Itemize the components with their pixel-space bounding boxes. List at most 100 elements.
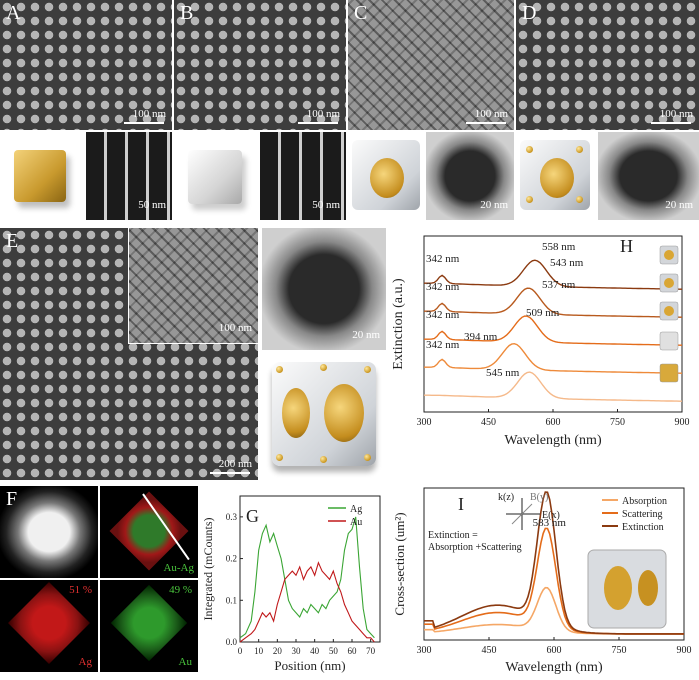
spectrum-line [424, 342, 682, 374]
sem-image-a: A 100 nm [0, 0, 172, 130]
peak-annotation: 342 nm [426, 281, 460, 293]
chart-h: 300 450 600 750 900 Wavelength (nm) Extinction… [391, 235, 690, 448]
series-line-extinction [424, 491, 684, 635]
model-silver-cube [174, 132, 260, 220]
frame-hole-c [370, 158, 404, 198]
gold-dot [576, 196, 583, 203]
frame-cube-inset-hole [604, 566, 632, 610]
tem-scale-label-b: 50 nm [312, 199, 340, 211]
tem-scale-label-e: 20 nm [352, 329, 380, 341]
sem-image-b: B 100 nm [174, 0, 346, 130]
tem-scale-label-a: 50 nm [138, 199, 166, 211]
legend-label: Extinction [622, 522, 664, 533]
legend-cube-hole [664, 306, 674, 316]
axis-b [511, 503, 533, 525]
ag-map-label: Ag [78, 656, 92, 668]
scale-label-e: 200 nm [218, 458, 252, 470]
x-tick-label: 10 [254, 646, 264, 656]
gold-cube-shape [14, 150, 66, 202]
series-line-ag [239, 516, 375, 639]
scale-bar-d [651, 122, 691, 124]
panel-letter-a: A [6, 2, 21, 24]
equation-line-2: Absorption +Scattering [428, 542, 522, 553]
tem-image-b: 50 nm [260, 132, 346, 220]
silver-cube-shape [188, 150, 242, 204]
y-tick-label: 0.3 [226, 512, 238, 522]
panel-letter-d: D [522, 2, 537, 24]
scale-label-c: 100 nm [474, 108, 508, 120]
gold-dot [526, 196, 533, 203]
plot-frame [239, 495, 381, 643]
x-tick-label: 20 [273, 646, 283, 656]
legend-label: Ag [350, 504, 362, 515]
gold-dot [276, 366, 283, 373]
model-gold-cube [0, 132, 86, 220]
tem-image-c: 20 nm [426, 132, 514, 220]
sem-image-c: C 100 nm [348, 0, 514, 130]
inset-scale-label-e: 100 nm [218, 322, 252, 334]
equation-line-1: Extinction = [428, 530, 478, 541]
peak-label: 583 nm [533, 517, 567, 529]
peak-annotation: 342 nm [426, 339, 460, 351]
eds-au-map: 49 % Au [100, 580, 198, 672]
scale-bar-e [210, 472, 250, 474]
x-tick-label: 900 [675, 417, 690, 428]
peak-annotation: 545 nm [486, 367, 520, 379]
legend-cube-hole [664, 278, 674, 288]
x-tick-label: 600 [546, 417, 561, 428]
x-tick-label: 450 [482, 645, 497, 656]
x-tick-label: 40 [310, 646, 320, 656]
legend-cube-icon [659, 363, 679, 383]
spectrum-line [424, 287, 682, 318]
au-ag-label: Au-Ag [163, 562, 194, 574]
sem-inset-e: 100 nm [128, 228, 258, 344]
scale-label-a: 100 nm [132, 108, 166, 120]
tem-scale-label-c: 20 nm [480, 199, 508, 211]
frame-cube-inset-hole-side [638, 570, 658, 606]
e-axis-label: E(x) [542, 510, 560, 521]
peak-annotation: 394 nm [464, 331, 498, 343]
panel-letter-b: B [180, 2, 194, 24]
x-tick-label: 30 [292, 646, 302, 656]
gold-dot [320, 456, 327, 463]
k-axis-label: k(z) [498, 492, 514, 503]
legend-cube-icon [659, 331, 679, 351]
x-tick-label: 450 [481, 417, 496, 428]
eds-overlay-map: Au-Ag [100, 486, 198, 578]
gold-dot [526, 146, 533, 153]
frame-cube-shape-d [520, 140, 590, 210]
legend-label: Au [350, 517, 362, 528]
gold-dot [364, 454, 371, 461]
scale-label-d: 100 nm [659, 108, 693, 120]
x-tick-label: 70 [366, 646, 376, 656]
frame-cube-shape-e [272, 362, 376, 466]
frame-cube-shape-c [352, 140, 420, 210]
scale-bar-c [466, 122, 506, 124]
y-axis-label: Extinction (a.u.) [391, 278, 406, 370]
x-tick-label: 60 [348, 646, 358, 656]
sem-image-e: E 100 nm 200 nm [0, 228, 258, 480]
panel-letter-e: E [6, 230, 19, 252]
x-tick-label: 300 [417, 645, 432, 656]
x-axis-label: Wavelength (nm) [505, 660, 603, 675]
spectrum-line [424, 371, 682, 402]
peak-annotation: 543 nm [550, 257, 584, 269]
sem-image-d: D 100 nm [516, 0, 699, 130]
b-axis-label: B(y) [530, 492, 548, 503]
ag-percent: 51 % [69, 584, 92, 596]
peak-annotation: 342 nm [426, 309, 460, 321]
au-map-label: Au [178, 656, 192, 668]
au-percent: 49 % [169, 584, 192, 596]
panel-letter-f: F [6, 488, 18, 510]
peak-annotation: 342 nm [426, 253, 460, 265]
y-axis-label: Integrated (mCounts) [201, 518, 215, 621]
x-tick-label: 300 [417, 417, 432, 428]
au-particle [110, 584, 188, 662]
panel-letter-i: I [458, 494, 464, 514]
gold-dot [576, 146, 583, 153]
peak-annotation: 537 nm [542, 279, 576, 291]
eds-ag-map: 51 % Ag [0, 580, 98, 672]
tem-image-e: 20 nm [262, 228, 386, 350]
chart-g: 0 10 20 30 40 50 60 70 0.0 0.1 0.2 0.3 Position (nm)… [201, 495, 381, 673]
x-tick-label: 0 [238, 646, 243, 656]
